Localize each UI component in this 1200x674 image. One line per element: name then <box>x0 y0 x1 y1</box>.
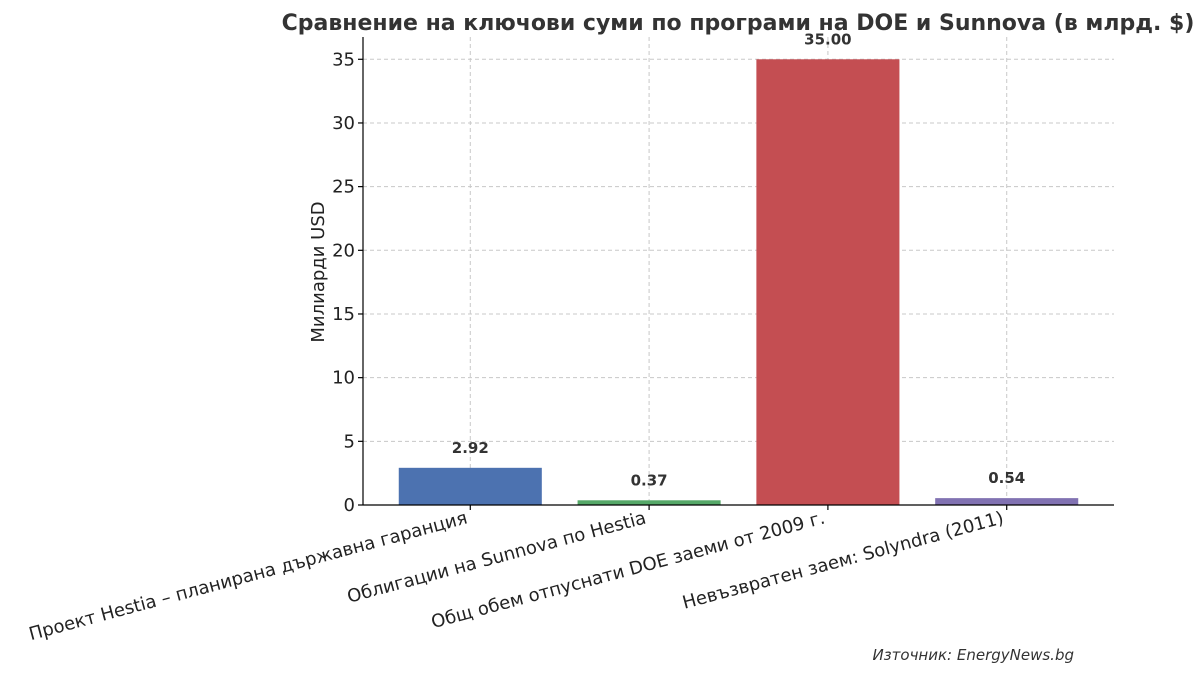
y-tick-label: 10 <box>332 368 355 389</box>
y-axis-label: Милиарди USD <box>308 201 329 342</box>
data-label: 0.54 <box>988 469 1025 487</box>
bar <box>577 500 721 505</box>
data-label: 35.00 <box>804 30 851 48</box>
data-label: 0.37 <box>631 471 668 489</box>
x-tick-label: Невъзвратен заем: Solyndra (2011) <box>680 508 1006 614</box>
bar <box>935 498 1079 505</box>
y-tick-label: 30 <box>332 113 355 134</box>
y-tick-label: 15 <box>332 304 355 325</box>
bar <box>756 59 900 506</box>
bar-layer <box>398 59 1079 506</box>
y-tick-label: 5 <box>344 431 355 452</box>
source-note: Източник: EnergyNews.bg <box>872 646 1074 664</box>
y-tick-label: 0 <box>344 495 355 516</box>
y-tick-label: 20 <box>332 240 355 261</box>
grid-layer <box>363 37 1114 506</box>
y-tick-label: 35 <box>332 49 355 70</box>
y-tick-label: 25 <box>332 177 355 198</box>
chart-title: Сравнение на ключови суми по програми на… <box>282 11 1195 36</box>
bar <box>398 467 542 505</box>
data-label: 2.92 <box>452 439 489 457</box>
label-layer: 2.92 0.37 35.00 0.54 <box>452 30 1025 489</box>
x-tick-label: Облигации на Sunnova по Hestia <box>345 508 648 608</box>
